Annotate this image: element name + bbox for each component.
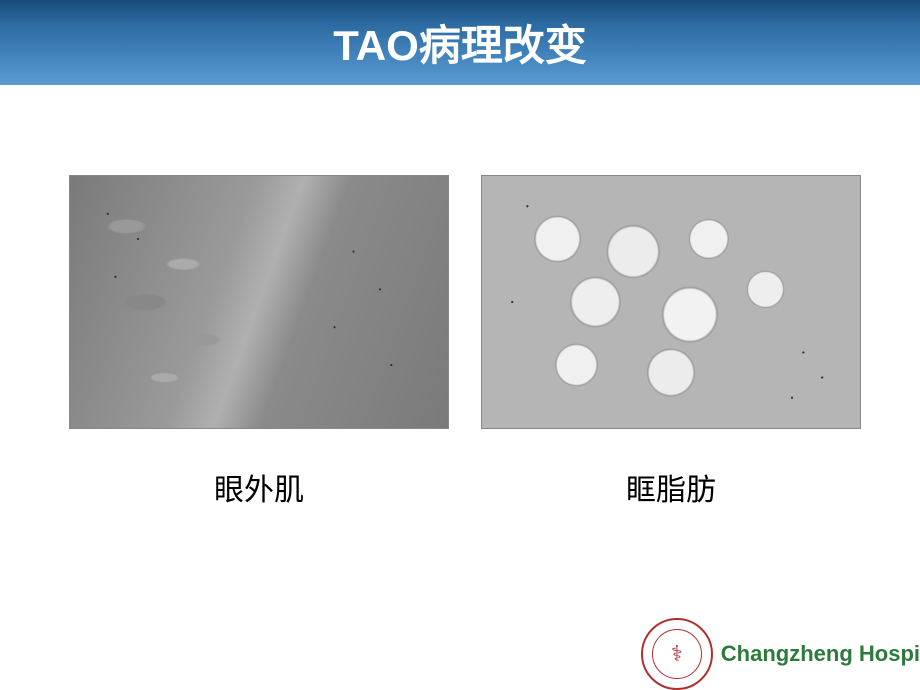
hospital-logo-icon: ⚕	[641, 618, 713, 690]
histology-image-fat	[481, 175, 861, 429]
hospital-name: Changzheng Hospi	[721, 641, 920, 667]
slide-title: TAO病理改变	[333, 12, 587, 73]
caption-right: 眶脂肪	[626, 465, 716, 509]
footer-logo: ⚕ Changzheng Hospi	[641, 618, 920, 690]
logo-symbol: ⚕	[652, 629, 702, 679]
content-area: 眼外肌 眶脂肪	[0, 85, 920, 509]
histology-image-muscle	[69, 175, 449, 429]
caption-left: 眼外肌	[214, 465, 304, 509]
title-bar: TAO病理改变	[0, 0, 920, 85]
figure-right: 眶脂肪	[481, 175, 861, 509]
figure-left: 眼外肌	[69, 175, 449, 509]
